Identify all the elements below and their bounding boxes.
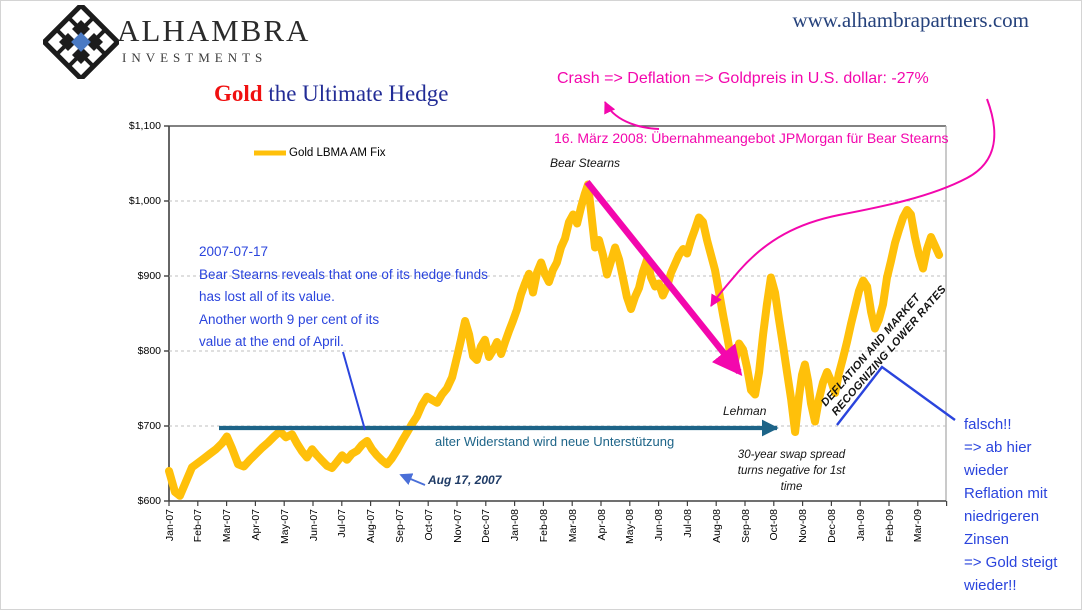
x-axis-label: Jun-07	[307, 509, 320, 542]
aug17-arrow	[399, 473, 426, 486]
x-axis-label: Nov-08	[797, 509, 810, 543]
annotation-line: turns negative for 1st	[737, 465, 846, 477]
falsch-pointer-line	[836, 365, 956, 426]
alhambra-logo-icon	[43, 5, 119, 79]
annotation-jpmorgan-bear-stearns: 16. März 2008: Übernahmeangebot JPMorgan…	[554, 130, 949, 146]
x-axis-label: Mar-08	[566, 509, 579, 543]
x-axis-label: Oct-08	[768, 509, 781, 541]
annotation-line: wieder!!	[964, 577, 1017, 594]
x-axis-label: Mar-07	[221, 509, 234, 543]
x-axis-label: Apr-07	[249, 509, 262, 541]
annotation-falsch-block: falsch!! => ab hier wieder Reflation mit…	[964, 413, 1057, 597]
bear-stearns-pointer-line	[342, 351, 366, 431]
x-axis-label: Jan-09	[854, 509, 867, 542]
x-axis-label: Jan-08	[509, 509, 522, 542]
crash-text-arrow	[604, 101, 660, 130]
annotation-line: Bear Stearns reveals that one of its hed…	[199, 266, 488, 282]
x-axis-label: Aug-08	[710, 509, 723, 543]
x-axis-label: Feb-08	[537, 509, 550, 543]
x-axis-label: Sep-08	[739, 509, 752, 543]
x-axis-label: Aug-07	[365, 509, 378, 543]
x-axis-label: Dec-08	[825, 509, 838, 543]
y-axis-label: $1,100	[128, 120, 161, 132]
x-axis-label: Feb-09	[883, 509, 896, 543]
x-axis-label: Jan-07	[163, 509, 176, 542]
annotation-line: 2007-07-17	[199, 244, 269, 259]
y-axis-label: $700	[137, 420, 161, 432]
annotation-line: Reflation mit	[964, 485, 1048, 502]
annotation-line: Zinsen	[964, 531, 1010, 548]
y-axis-label: $600	[137, 495, 161, 507]
gold-price-line	[165, 180, 944, 500]
page-title-highlight: Gold	[214, 81, 263, 106]
annotation-crash-deflation: Crash => Deflation => Goldpreis in U.S. …	[557, 70, 929, 87]
annotation-line: wieder	[964, 462, 1009, 479]
crash-arrow	[584, 179, 743, 377]
label-bear-stearns: Bear Stearns	[550, 156, 621, 170]
brand-name: ALHAMBRA	[117, 13, 311, 48]
annotation-line: time	[780, 481, 803, 493]
website-link[interactable]: www.alhambrapartners.com	[792, 8, 1029, 32]
x-axis-label: Jul-08	[681, 509, 694, 538]
annotation-line: => ab hier	[964, 439, 1032, 456]
annotation-line: Another worth 9 per cent of its	[199, 311, 380, 327]
annotation-widerstand: alter Widerstand wird neue Unterstützung	[435, 434, 675, 449]
annotation-line: niedrigeren	[964, 508, 1040, 525]
x-axis-label: Jun-08	[653, 509, 666, 542]
y-axis-label: $800	[137, 345, 161, 357]
axis-ticks	[164, 125, 948, 506]
x-axis-label: Feb-07	[192, 509, 205, 543]
page-title: Gold the Ultimate Hedge	[214, 81, 448, 107]
x-axis-label: Apr-08	[595, 509, 608, 541]
x-axis-label: Nov-07	[451, 509, 464, 543]
x-axis-label: Dec-07	[480, 509, 493, 543]
annotation-aug17: Aug 17, 2007	[428, 473, 502, 487]
page-title-rest: the Ultimate Hedge	[262, 81, 449, 106]
x-axis-label: Sep-07	[393, 509, 406, 543]
x-axis-label: Mar-09	[912, 509, 925, 543]
brand-subtitle: INVESTMENTS	[122, 50, 268, 65]
annotation-line: 30-year swap spread	[737, 449, 846, 461]
annotation-line: => Gold steigt	[964, 554, 1058, 571]
deflation-curve-arrow	[710, 98, 996, 307]
label-lehman: Lehman	[723, 404, 767, 418]
legend-label: Gold LBMA AM Fix	[289, 147, 386, 159]
x-axis-label: May-08	[624, 509, 637, 545]
annotation-line: has lost all of its value.	[199, 289, 335, 304]
annotation-line: falsch!!	[964, 416, 1012, 433]
annotation-line: value at the end of April.	[199, 334, 344, 349]
y-axis-label: $1,000	[128, 195, 161, 207]
x-axis-label: May-07	[278, 509, 291, 545]
y-axis-label: $900	[137, 270, 161, 282]
annotation-swap-spread: 30-year swap spread turns negative for 1…	[719, 447, 864, 495]
x-axis-label: Jul-07	[336, 509, 349, 538]
x-axis-label: Oct-07	[422, 509, 435, 541]
annotation-bear-stearns-block: 2007-07-17 Bear Stearns reveals that one…	[199, 241, 488, 354]
